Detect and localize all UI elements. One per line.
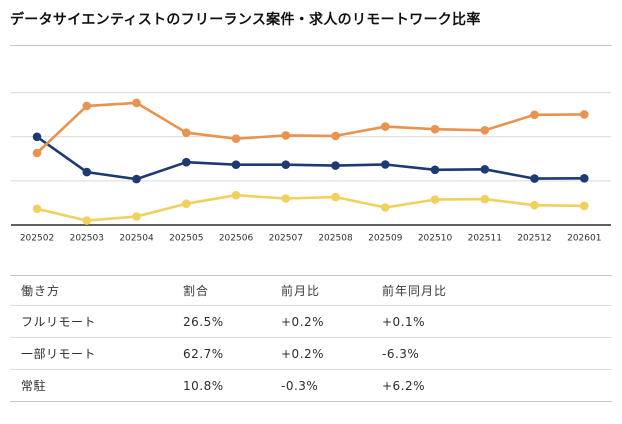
column-header: 前月比 [281,284,321,298]
data-point [32,132,42,142]
page-title: データサイエンティストのフリーランス案件・求人のリモートワーク比率 [10,12,481,28]
data-point [430,165,440,175]
mom-value: -0.3% [281,378,319,393]
remote-work-table: 働き方 割合 前月比 前年同月比 フルリモート 26.5% +0.2% +0.1% 一部リモー… [10,275,612,402]
mom-value: +0.2% [281,346,325,361]
mom-value: +0.2% [281,314,325,329]
x-tick-label: 202512 [517,234,551,244]
x-tick-label: 202508 [318,234,353,244]
data-point [231,160,241,169]
table-row: 一部リモート 62.7% +0.2% -6.3% [10,338,612,370]
series-line [35,193,586,222]
data-point [331,192,340,202]
row-label: 常駐 [21,379,47,393]
data-point [580,201,589,211]
data-point [182,128,191,137]
data-point [281,160,291,169]
title-divider [10,45,612,46]
x-tick-label: 202601 [567,234,601,244]
data-point [32,148,42,158]
x-tick-label: 202506 [219,234,254,244]
yoy-value: +0.1% [382,314,426,329]
column-header: 割合 [183,284,210,298]
ratio-value: 26.5% [183,314,224,329]
data-point [182,157,191,167]
table-row: 常駐 10.8% -0.3% +6.2% [10,370,612,402]
yoy-value: +6.2% [382,378,426,393]
data-point [281,131,291,140]
data-point [132,174,141,184]
data-point [430,124,440,134]
data-point [530,174,539,183]
data-point [381,203,390,212]
series-line [35,135,586,181]
x-tick-label: 202502 [20,234,54,244]
table-body: フルリモート 26.5% +0.2% +0.1% 一部リモート 62.7% +0.2% -6.… [10,306,612,402]
data-point [381,122,390,131]
data-point [231,190,241,200]
row-label: 一部リモート [21,347,97,361]
data-point [231,134,241,143]
table-header: 働き方 割合 前月比 前年同月比 [10,275,612,306]
data-point [530,200,539,210]
data-point [530,110,539,120]
ratio-value: 10.8% [183,378,224,393]
x-tick-label: 202503 [70,234,104,244]
series-line [35,101,586,155]
data-point [580,174,589,183]
remote-work-ratio-chart: 202502 202503 202504 202505 202506 202507 2025… [11,92,611,244]
data-point [480,126,490,135]
data-point [281,194,291,203]
data-point [82,167,92,177]
ratio-value: 62.7% [183,346,224,361]
table-header-row: 働き方 割合 前月比 前年同月比 [10,275,612,306]
table-row: フルリモート 26.5% +0.2% +0.1% [10,306,612,338]
data-point [430,195,440,204]
data-point [132,212,141,221]
x-tick-label: 202510 [418,234,453,244]
data-point [381,160,390,169]
data-point [331,131,340,141]
data-point [480,165,490,174]
page: データサイエンティストのフリーランス案件・求人のリモートワーク比率 202502… [0,10,622,424]
x-tick-label: 202505 [169,234,203,244]
data-point [82,216,92,225]
row-label: フルリモート [21,315,97,329]
data-point [331,161,340,170]
data-point [132,98,141,108]
column-header: 前年同月比 [382,284,448,298]
data-point [182,199,191,208]
x-tick-label: 202511 [468,234,502,244]
x-tick-label: 202507 [269,234,303,244]
x-tick-label: 202509 [368,234,403,244]
data-point [82,101,92,111]
data-point [32,204,42,214]
data-point [480,194,490,204]
column-header: 働き方 [21,284,61,298]
x-tick-label: 202504 [119,234,154,244]
data-point [580,110,589,119]
yoy-value: -6.3% [382,346,420,361]
